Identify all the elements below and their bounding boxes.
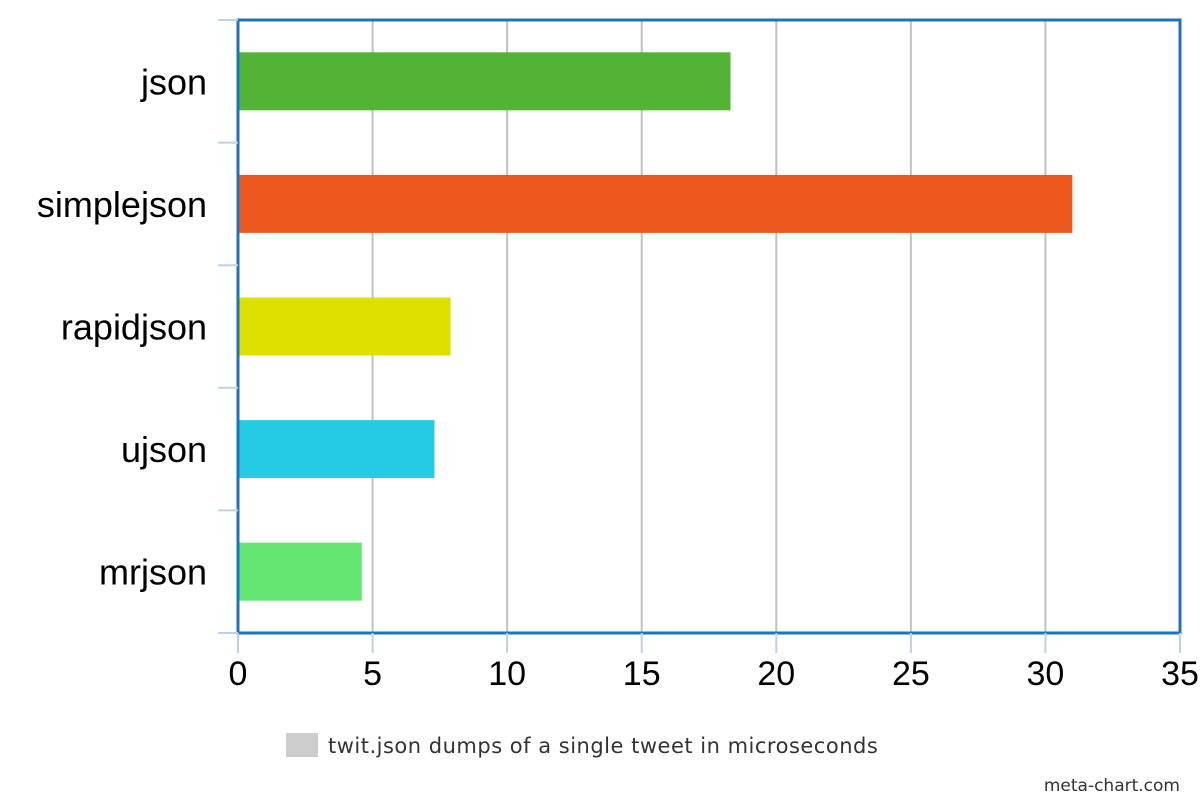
- x-axis: [237, 633, 1181, 653]
- category-label: json: [140, 61, 207, 102]
- x-tick-label: 30: [1027, 655, 1065, 693]
- x-tick-label: 35: [1161, 655, 1199, 693]
- legend-label[interactable]: twit.json dumps of a single tweet in mic…: [328, 734, 878, 758]
- y-axis-ticks: [218, 19, 238, 634]
- category-label: simplejson: [37, 184, 207, 225]
- x-tick-label: 5: [363, 655, 382, 693]
- x-tick-label: 10: [488, 655, 526, 693]
- credit-text: meta-chart.com: [1044, 776, 1180, 796]
- bar-ujson[interactable]: [238, 420, 435, 479]
- bar-json[interactable]: [238, 52, 731, 111]
- plot-area-border: [236, 18, 1182, 635]
- x-tick-label: 0: [229, 655, 248, 693]
- x-tick-label: 25: [892, 655, 930, 693]
- x-axis-tick-labels: 0 5 10 15 20 25 30 35: [229, 655, 1199, 693]
- bars: [238, 52, 1073, 601]
- category-label: mrjson: [99, 552, 207, 593]
- x-tick-label: 20: [757, 655, 795, 693]
- y-axis-labels: json simplejson rapidjson ujson mrjson: [37, 61, 207, 592]
- bar-mrjson[interactable]: [238, 542, 362, 601]
- legend-swatch[interactable]: [286, 733, 318, 757]
- gridlines: [371, 20, 1047, 633]
- legend[interactable]: twit.json dumps of a single tweet in mic…: [286, 733, 878, 758]
- category-label: ujson: [121, 429, 207, 470]
- bar-rapidjson[interactable]: [238, 297, 451, 356]
- category-label: rapidjson: [61, 307, 207, 348]
- bar-simplejson[interactable]: [238, 174, 1073, 233]
- x-tick-label: 15: [623, 655, 661, 693]
